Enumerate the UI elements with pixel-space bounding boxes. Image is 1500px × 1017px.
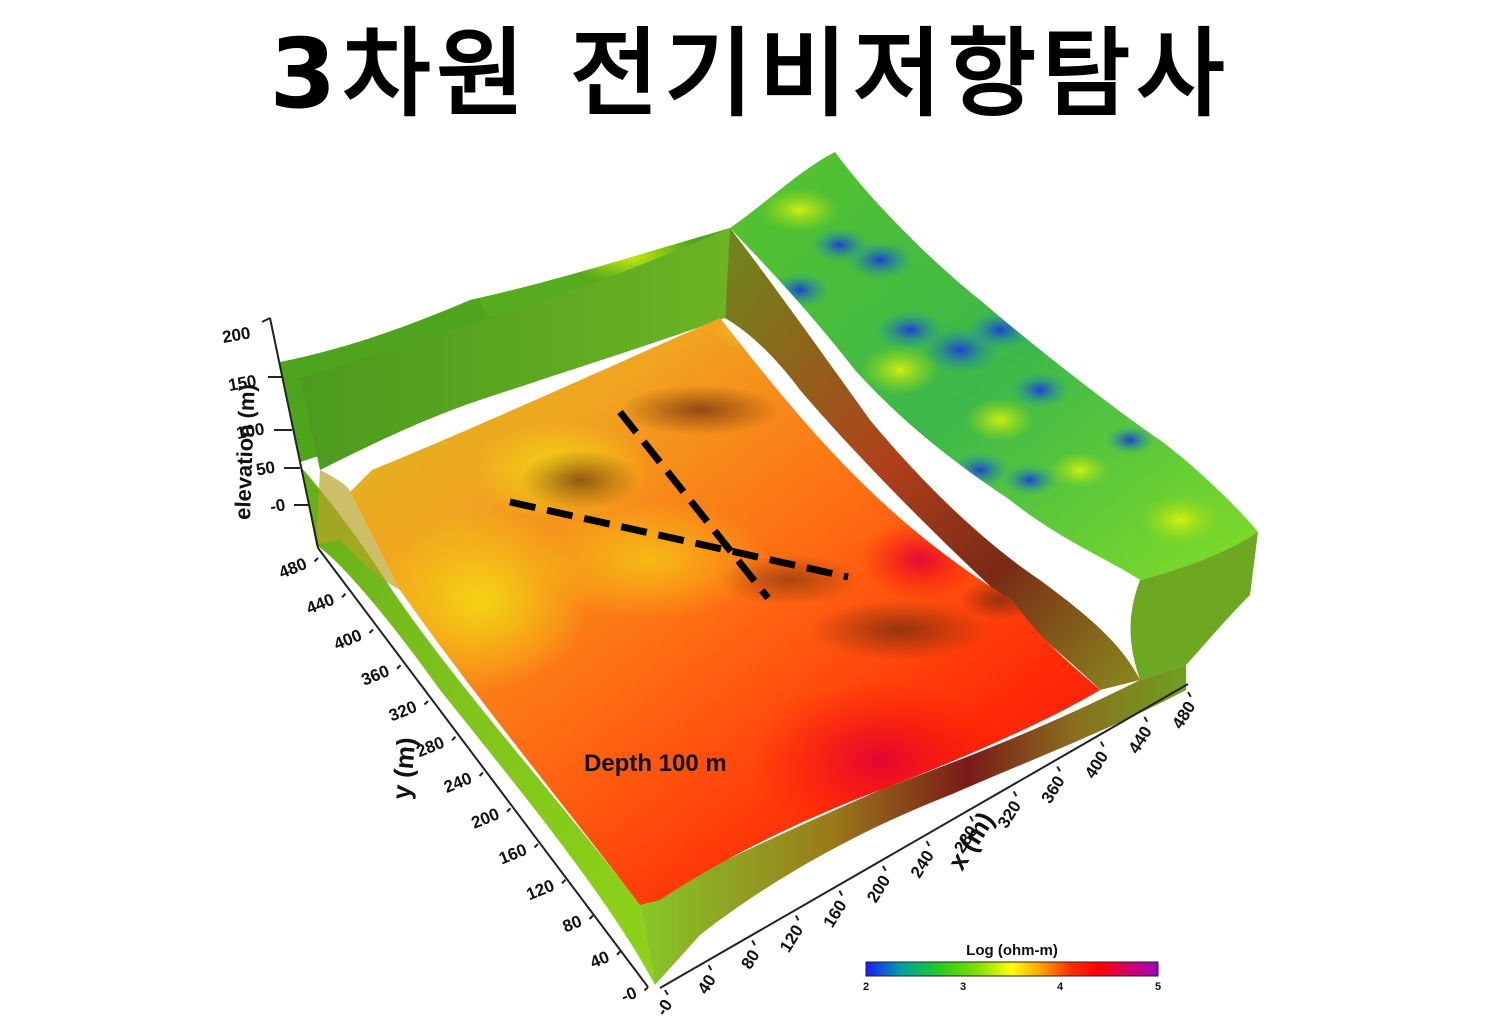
inner-left-wall	[316, 470, 400, 590]
survey-line-1	[617, 409, 771, 601]
survey-line-2	[509, 498, 849, 581]
outer-front-face	[640, 665, 1186, 985]
y-axis-tick-mark	[506, 807, 512, 813]
x-axis-tick-label: 400	[1081, 748, 1112, 782]
y-axis-tick-mark	[533, 843, 539, 849]
y-axis-tick-label: 480	[276, 554, 309, 582]
x-axis-tick-label: 40	[694, 971, 720, 997]
y-axis-tick-mark	[616, 950, 622, 956]
x-axis-tick-mark	[1056, 766, 1061, 772]
y-axis-tick-label: 120	[524, 876, 557, 904]
colorbar-tick: 3	[960, 981, 966, 993]
x-axis-tick-label: 320	[994, 797, 1025, 831]
x-axis-tick-mark	[664, 989, 669, 996]
colorbar-tick: 5	[1155, 981, 1161, 993]
elevation-tick: 100	[235, 419, 266, 443]
y-axis-tick-label: 200	[469, 804, 502, 832]
x-axis-tick-mark	[1143, 716, 1149, 723]
x-axis-tick-mark	[838, 890, 844, 897]
elevation-axis-label: elevation (m)	[230, 384, 260, 520]
colorbar-tick: 4	[1057, 981, 1064, 993]
inner-back-wall	[300, 228, 730, 470]
x-axis-tick-label: 160	[820, 897, 851, 931]
y-axis-tick-label: 400	[331, 626, 364, 654]
y-axis-tick-mark	[588, 914, 594, 920]
x-axis-tick-mark	[751, 939, 756, 946]
x-axis-tick-mark	[1099, 741, 1105, 748]
page-title: 3차원 전기비저항탐사	[269, 18, 1231, 130]
x-axis-tick-label: 240	[907, 847, 938, 881]
depth-annotation: Depth 100 m	[584, 750, 727, 777]
y-axis-tick-mark	[451, 736, 457, 741]
x-axis-tick-label: 200	[863, 872, 894, 906]
elevation-axis: 200 150 100 50 -0 elevation (m)	[221, 317, 319, 549]
elevation-tick: 50	[255, 458, 277, 480]
y-axis-tick-mark	[478, 771, 484, 777]
elevation-tick: 200	[221, 323, 252, 347]
outer-left-face	[282, 362, 655, 985]
y-axis-tick-label: 440	[304, 590, 337, 618]
x-axis-tick-label: 80	[737, 946, 763, 972]
x-axis-tick-mark	[707, 964, 713, 971]
y-axis-tick-mark	[561, 879, 567, 884]
y-axis-tick-label: 360	[359, 661, 392, 689]
x-axis-tick-mark	[969, 815, 974, 822]
x-axis-tick-mark	[925, 840, 931, 847]
colorbar-gradient	[865, 961, 1159, 977]
y-axis-tick-mark	[643, 986, 649, 992]
x-axis-tick-label: -0	[652, 996, 676, 1017]
y-axis-tick-label: -0	[618, 983, 639, 1006]
survey-lines	[509, 409, 849, 601]
x-axis-tick-mark	[882, 865, 887, 872]
x-axis-tick-mark	[794, 915, 800, 921]
elevation-tick: -0	[269, 495, 287, 516]
x-axis-tick-label: 120	[776, 922, 807, 956]
y-axis-tick-mark	[313, 557, 319, 563]
y-axis-tick-mark	[396, 664, 402, 670]
x-axis-tick-label: 480	[1168, 698, 1199, 732]
y-axis-tick-mark	[341, 593, 347, 598]
x-axis-tick-mark	[1012, 790, 1018, 797]
y-axis-tick-label: 80	[560, 912, 585, 937]
colorbar: Log (ohm-m) 2 3 4 5	[863, 942, 1161, 993]
colorbar-tick: 2	[863, 981, 869, 993]
colorbar-title: Log (ohm-m)	[966, 942, 1058, 959]
elevation-tick: 150	[227, 371, 258, 395]
x-axis-tick-mark	[1187, 691, 1192, 698]
y-axis-tick-label: 40	[587, 947, 612, 972]
y-axis-tick-label: 160	[496, 840, 529, 868]
inner-right-wall	[725, 228, 1140, 690]
y-axis-tick-label: 320	[386, 697, 419, 725]
outer-right-face	[1130, 532, 1258, 680]
y-axis-label: y (m)	[386, 736, 421, 801]
x-axis-tick-label: 360	[1037, 773, 1068, 807]
y-axis-tick-mark	[368, 628, 374, 634]
y-axis-tick-mark	[423, 700, 429, 706]
y-axis-tick-label: 240	[441, 769, 474, 797]
x-axis-label: x (m)	[942, 807, 1000, 876]
x-axis-tick-label: 440	[1125, 723, 1156, 757]
